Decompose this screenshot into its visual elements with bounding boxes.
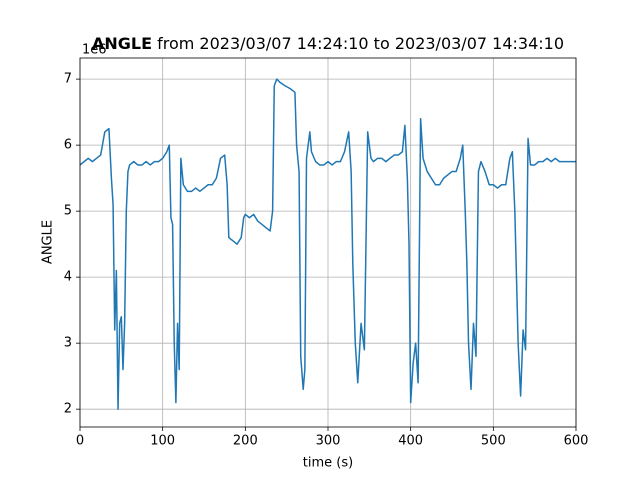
x-tick-label: 300	[316, 434, 341, 449]
y-tick-label: 5	[64, 204, 72, 219]
y-tick-label: 6	[64, 138, 72, 153]
x-tick-label: 100	[150, 434, 175, 449]
chart-title: ANGLE from 2023/03/07 14:24:10 to 2023/0…	[92, 34, 564, 53]
title-rest: from 2023/03/07 14:24:10 to 2023/03/07 1…	[157, 34, 564, 53]
y-offset-label: 1e6	[82, 43, 107, 58]
x-tick-label: 200	[233, 434, 258, 449]
plot-frame	[79, 57, 577, 428]
title-bold: ANGLE	[92, 34, 152, 53]
x-tick-label: 400	[398, 434, 423, 449]
x-tick-label: 0	[76, 434, 84, 449]
y-tick-label: 2	[64, 402, 72, 417]
y-tick-label: 3	[64, 336, 72, 351]
y-tick-label: 4	[64, 270, 72, 285]
x-tick-label: 500	[481, 434, 506, 449]
y-tick-label: 7	[64, 72, 72, 87]
x-axis-label: time (s)	[303, 456, 353, 471]
x-tick-label: 600	[564, 434, 589, 449]
data-line	[80, 78, 576, 410]
y-axis-label: ANGLE	[41, 220, 56, 264]
